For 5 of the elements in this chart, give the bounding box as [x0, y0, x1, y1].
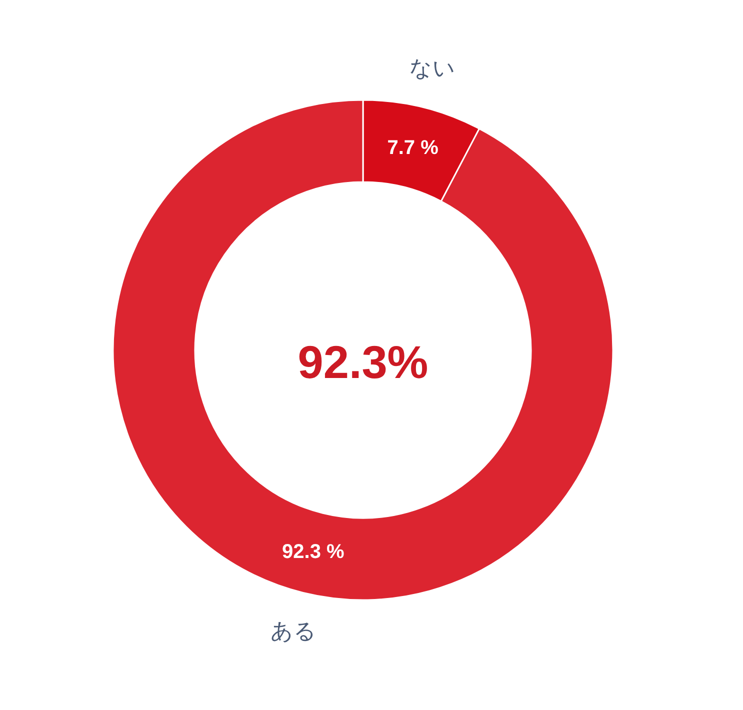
slice-label: ある — [270, 618, 317, 644]
data-label: 7.7 % — [387, 137, 439, 160]
data-label: 92.3 % — [282, 540, 345, 563]
text: 92.3% — [298, 336, 428, 388]
slice-label: ない — [409, 55, 456, 80]
